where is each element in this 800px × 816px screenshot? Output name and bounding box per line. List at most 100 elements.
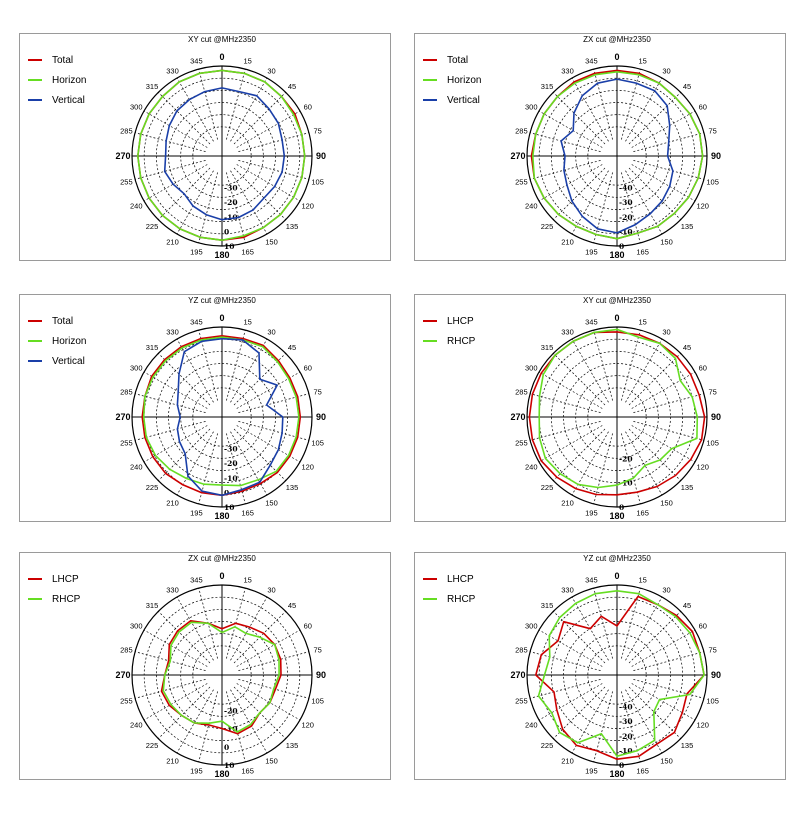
angle-tick-label: 300 bbox=[130, 103, 143, 112]
chart-title: ZX cut @MHz2350 bbox=[583, 35, 651, 44]
legend-item: Vertical bbox=[423, 90, 481, 110]
angle-tick-label: 330 bbox=[561, 66, 574, 75]
grid-spoke bbox=[198, 68, 218, 140]
series-line-horizon bbox=[142, 336, 300, 487]
legend-label: LHCP bbox=[52, 573, 79, 585]
grid-spoke bbox=[143, 425, 208, 463]
zx-cut-panel: ZX cut @MHz2350 0 15 30 45 60 75 90 105 120 135 150… bbox=[414, 33, 786, 261]
angle-tick-label: 255 bbox=[120, 178, 133, 187]
angle-tick-label: 345 bbox=[190, 56, 203, 65]
xy-cut-cp-panel: XY cut @MHz2350 0 15 30 45 60 75 90 105 120 135 150… bbox=[414, 294, 786, 522]
angle-tick-label: 255 bbox=[120, 439, 133, 448]
grid-spoke bbox=[236, 164, 301, 202]
grid-spoke bbox=[628, 167, 681, 220]
grid-spoke bbox=[631, 371, 696, 409]
radial-tick-label: 0 bbox=[619, 503, 624, 512]
angle-tick-label: 180 bbox=[609, 511, 624, 521]
radial-tick-label: -10 bbox=[224, 725, 238, 734]
angle-tick-label: 285 bbox=[515, 126, 528, 135]
grid-spoke bbox=[553, 167, 606, 220]
angle-tick-label: 30 bbox=[662, 327, 670, 336]
angle-tick-label: 120 bbox=[301, 721, 314, 730]
angle-tick-label: 225 bbox=[146, 741, 159, 750]
angle-tick-label: 60 bbox=[699, 103, 707, 112]
zx-cut-cp-panel: ZX cut @MHz2350 0 15 30 45 60 75 90 105 120 135 150… bbox=[19, 552, 391, 780]
legend-item: Total bbox=[28, 311, 86, 331]
radial-tick-label: -40 bbox=[619, 184, 633, 193]
angle-tick-label: 90 bbox=[711, 151, 721, 161]
legend-label: LHCP bbox=[447, 315, 474, 327]
legend-item: RHCP bbox=[28, 589, 80, 609]
chart-title: XY cut @MHz2350 bbox=[583, 296, 652, 305]
angle-tick-label: 75 bbox=[708, 645, 716, 654]
grid-spoke bbox=[143, 164, 208, 202]
legend-label: Total bbox=[447, 54, 469, 66]
grid-spoke bbox=[631, 629, 696, 667]
angle-tick-label: 30 bbox=[267, 585, 275, 594]
angle-tick-label: 285 bbox=[515, 645, 528, 654]
legend-label: Vertical bbox=[52, 355, 85, 367]
angle-tick-label: 255 bbox=[515, 178, 528, 187]
angle-tick-label: 45 bbox=[683, 82, 691, 91]
legend: LHCP RHCP bbox=[28, 569, 80, 609]
angle-tick-label: 0 bbox=[614, 52, 619, 62]
angle-tick-label: 300 bbox=[130, 364, 143, 373]
angle-tick-label: 285 bbox=[120, 645, 133, 654]
angle-tick-label: 15 bbox=[243, 56, 251, 65]
angle-tick-label: 285 bbox=[515, 387, 528, 396]
grid-spoke bbox=[226, 329, 246, 401]
grid-spoke bbox=[621, 172, 641, 244]
angle-tick-label: 15 bbox=[638, 575, 646, 584]
angle-tick-label: 45 bbox=[683, 343, 691, 352]
angle-tick-label: 195 bbox=[585, 509, 598, 518]
angle-tick-label: 105 bbox=[311, 439, 324, 448]
chart-title: XY cut @MHz2350 bbox=[188, 35, 257, 44]
angle-tick-label: 15 bbox=[638, 56, 646, 65]
angle-tick-label: 255 bbox=[515, 697, 528, 706]
legend-swatch bbox=[423, 99, 437, 101]
series-line-lhcp bbox=[535, 595, 705, 760]
angle-tick-label: 75 bbox=[313, 645, 321, 654]
angle-tick-label: 180 bbox=[214, 769, 229, 779]
legend-item: LHCP bbox=[423, 311, 475, 331]
grid-spoke bbox=[633, 679, 705, 699]
angle-tick-label: 315 bbox=[541, 82, 554, 91]
grid-spoke bbox=[158, 353, 211, 406]
angle-tick-label: 315 bbox=[146, 601, 159, 610]
angle-tick-label: 0 bbox=[614, 313, 619, 323]
legend-swatch bbox=[423, 598, 437, 600]
grid-spoke bbox=[176, 596, 214, 661]
legend: Total Horizon Vertical bbox=[28, 50, 86, 110]
grid-spoke bbox=[238, 132, 310, 152]
legend-label: Vertical bbox=[447, 94, 480, 106]
grid-spoke bbox=[621, 68, 641, 140]
legend-swatch bbox=[423, 59, 437, 61]
grid-spoke bbox=[538, 371, 603, 409]
legend-swatch bbox=[28, 360, 42, 362]
angle-tick-label: 180 bbox=[609, 769, 624, 779]
radial-tick-label: 0 bbox=[224, 743, 229, 752]
grid-spoke bbox=[529, 679, 601, 699]
angle-tick-label: 240 bbox=[525, 202, 538, 211]
grid-spoke bbox=[134, 393, 206, 413]
grid-spoke bbox=[233, 92, 286, 145]
legend-label: Horizon bbox=[52, 74, 87, 86]
angle-tick-label: 15 bbox=[638, 317, 646, 326]
xy-cut-panel: XY cut @MHz2350 0 15 30 45 60 75 90 105 120 135 150… bbox=[19, 33, 391, 261]
angle-tick-label: 105 bbox=[706, 178, 719, 187]
angle-tick-label: 345 bbox=[585, 56, 598, 65]
grid-spoke bbox=[538, 683, 603, 721]
grid-spoke bbox=[621, 329, 641, 401]
radial-tick-label: -20 bbox=[619, 732, 633, 741]
angle-tick-label: 285 bbox=[120, 387, 133, 396]
angle-tick-label: 165 bbox=[636, 248, 649, 257]
angle-tick-label: 60 bbox=[304, 364, 312, 373]
radial-tick-label: 0 bbox=[224, 488, 229, 497]
angle-tick-label: 300 bbox=[525, 364, 538, 373]
angle-tick-label: 30 bbox=[267, 66, 275, 75]
grid-spoke bbox=[158, 686, 211, 739]
angle-tick-label: 330 bbox=[166, 327, 179, 336]
angle-tick-label: 240 bbox=[525, 463, 538, 472]
grid-spoke bbox=[625, 77, 663, 142]
series-line-lhcp bbox=[528, 331, 706, 496]
